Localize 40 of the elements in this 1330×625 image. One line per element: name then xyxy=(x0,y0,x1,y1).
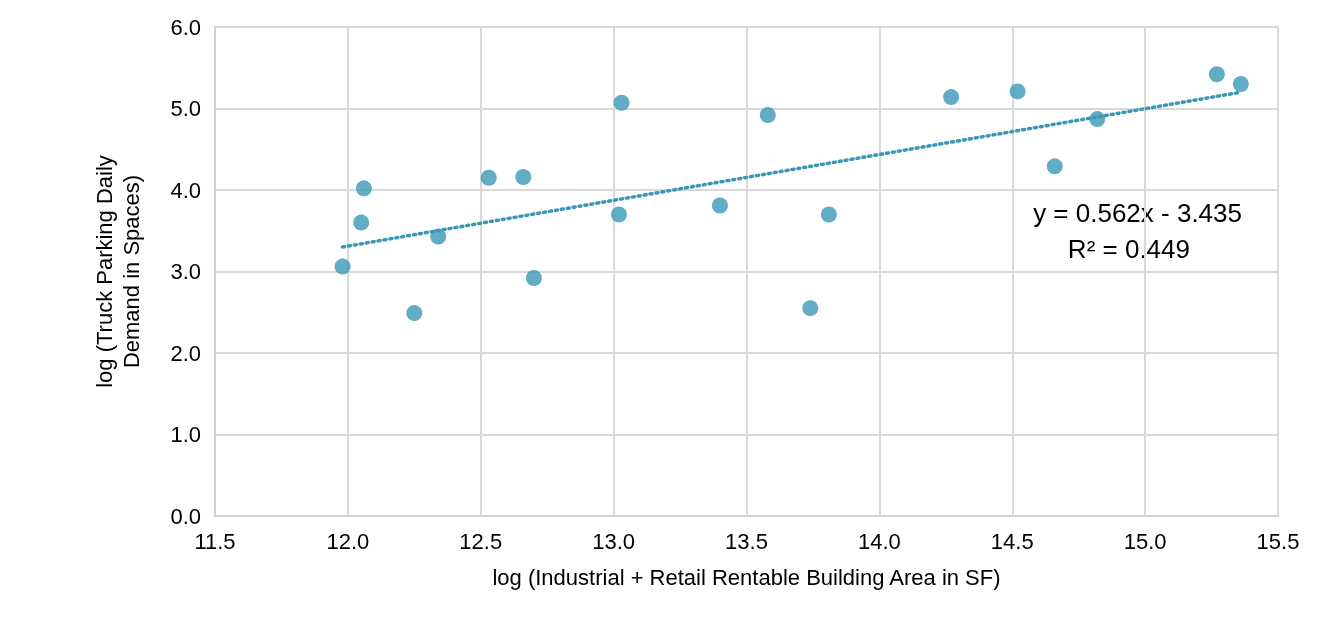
annotation: y = 0.562x - 3.435 xyxy=(1033,198,1243,228)
y-tick-label: 4.0 xyxy=(170,177,201,203)
point xyxy=(820,206,837,223)
point xyxy=(610,206,627,223)
point xyxy=(1009,83,1026,100)
point xyxy=(515,168,532,185)
point xyxy=(711,197,728,214)
x-tick-label: 14.5 xyxy=(990,528,1034,554)
point xyxy=(1046,158,1063,175)
point xyxy=(406,305,423,322)
x-tick-label: 13.0 xyxy=(592,528,636,554)
point xyxy=(759,107,776,124)
y-tick-label: 5.0 xyxy=(170,96,201,121)
point xyxy=(334,258,351,275)
point xyxy=(1089,111,1106,128)
y-tick-label: 6.0 xyxy=(170,14,201,40)
annotation: R² = 0.449 xyxy=(1067,234,1191,264)
x-axis-title: log (Industrial + Retail Rentable Building Area in SF) xyxy=(492,565,1001,590)
y-tick-label: 0.0 xyxy=(170,503,201,529)
x-tick-label: 14.0 xyxy=(857,528,901,554)
point xyxy=(613,94,630,111)
point xyxy=(1232,76,1249,93)
point xyxy=(480,169,497,186)
x-tick-label: 12.5 xyxy=(459,528,503,554)
y-tick-label: 3.0 xyxy=(170,259,201,284)
point xyxy=(430,228,447,245)
point xyxy=(355,180,372,197)
x-tick-label: 11.5 xyxy=(194,528,236,554)
point xyxy=(1208,66,1225,83)
x-tick-label: 13.5 xyxy=(725,528,768,554)
y-axis-title: log (Truck Parking Daily Demand in Spaces) xyxy=(92,155,144,388)
point xyxy=(525,270,542,287)
x-tick-label: 12.0 xyxy=(326,528,370,554)
x-tick-label: 15.0 xyxy=(1123,528,1167,554)
point xyxy=(943,89,960,106)
y-tick-label: 2.0 xyxy=(170,340,201,366)
y-tick-label: 1.0 xyxy=(170,422,201,447)
point xyxy=(802,300,819,317)
x-tick-label: 15.5 xyxy=(1256,528,1300,554)
point xyxy=(353,214,370,231)
